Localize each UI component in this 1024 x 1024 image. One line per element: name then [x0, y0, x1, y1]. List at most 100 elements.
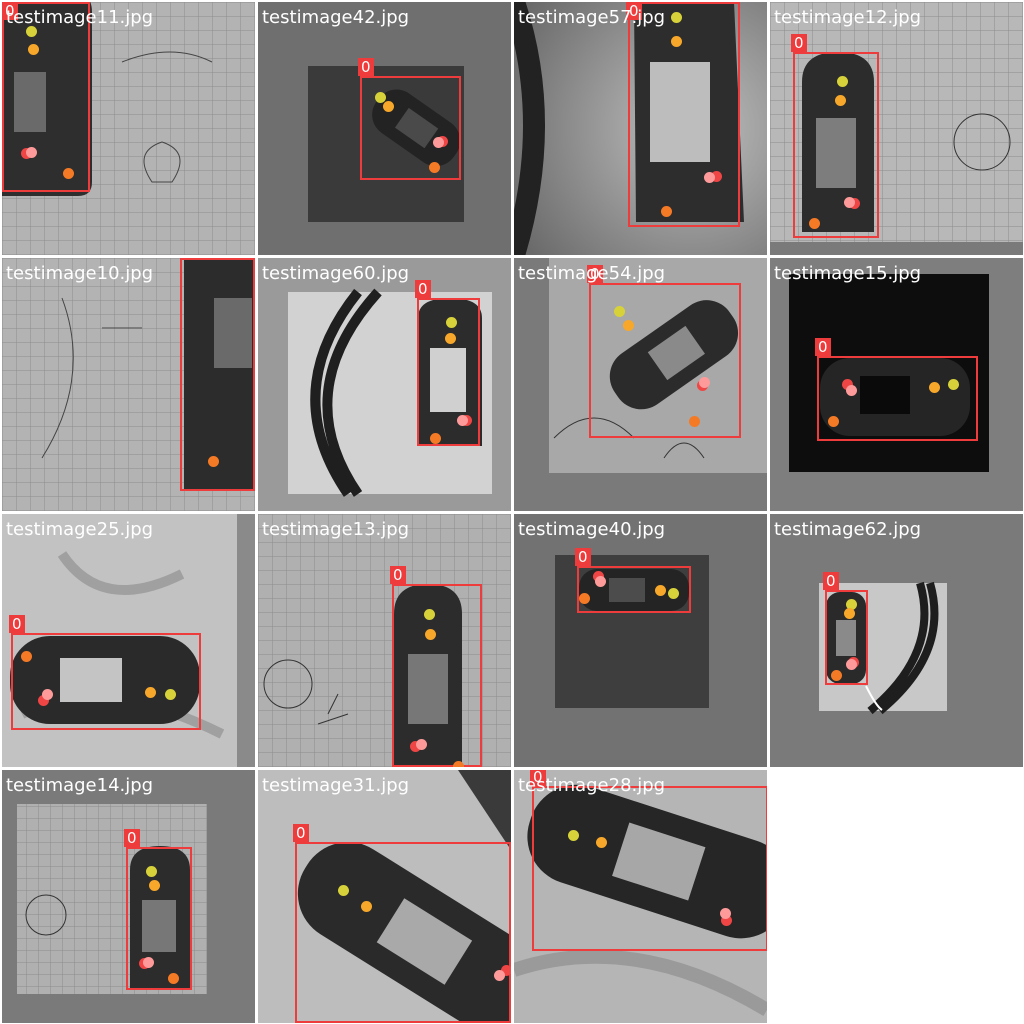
keypoint [844, 608, 855, 619]
class-label: 0 [415, 280, 431, 298]
class-label: 0 [626, 2, 642, 20]
keypoint [623, 320, 634, 331]
dark-cover-photo [770, 258, 1023, 511]
class-label: 0 [9, 615, 25, 633]
keypoint [145, 687, 156, 698]
keypoint [425, 629, 436, 640]
keypoint [28, 44, 39, 55]
keypoint [26, 147, 37, 158]
image-tile[interactable]: 0 testimage31.jpg [258, 770, 511, 1023]
keypoint [26, 26, 37, 37]
keypoint [711, 171, 722, 182]
keypoint [501, 965, 511, 976]
keypoint [671, 36, 682, 47]
keypoint [929, 382, 940, 393]
keypoint [494, 970, 505, 981]
keypoint [445, 333, 456, 344]
image-tile[interactable]: 0 testimage15.jpg [770, 258, 1023, 511]
image-tile[interactable]: 0 testimage12.jpg [770, 2, 1023, 255]
keypoint [699, 377, 710, 388]
class-label: 0 [358, 58, 374, 76]
bounding-box [589, 283, 741, 438]
bounding-box [825, 590, 868, 685]
image-tile[interactable]: 0 testimage40.jpg [514, 514, 767, 767]
keypoint [63, 168, 74, 179]
keypoint [430, 433, 441, 444]
bounding-box [628, 2, 740, 227]
keypoint [429, 162, 440, 173]
keypoint [446, 317, 457, 328]
keypoint [568, 830, 579, 841]
keypoint [828, 416, 839, 427]
class-label: 0 [293, 824, 309, 842]
keypoint [168, 973, 179, 984]
bounding-box [417, 298, 480, 446]
image-tile[interactable]: 0 testimage57.jpg [514, 2, 767, 255]
keypoint [842, 379, 853, 390]
keypoint [689, 416, 700, 427]
keypoint [595, 576, 606, 587]
bounding-box [295, 842, 511, 1023]
cable-photo [770, 514, 1023, 767]
image-tile[interactable]: 0 testimage13.jpg [258, 514, 511, 767]
fabric-photo [514, 770, 767, 1023]
bounding-box [11, 633, 201, 730]
keypoint [453, 761, 464, 767]
class-label: 0 [587, 265, 603, 283]
keypoint [846, 659, 857, 670]
keypoint [208, 456, 219, 467]
image-tile[interactable]: 0 testimage60.jpg [258, 258, 511, 511]
cable-photo [258, 258, 511, 511]
keypoint [668, 588, 679, 599]
class-label: 0 [823, 572, 839, 590]
keypoint [655, 585, 666, 596]
bounding-box [2, 2, 90, 192]
keypoint [579, 593, 590, 604]
image-tile[interactable]: 0 testimage11.jpg [2, 2, 255, 255]
image-tile[interactable]: 0 testimage62.jpg [770, 514, 1023, 767]
class-label: 0 [124, 829, 140, 847]
keypoint [338, 885, 349, 896]
bounding-box [392, 584, 482, 767]
bounding-box [532, 786, 767, 951]
keypoint [837, 76, 848, 87]
keypoint [165, 689, 176, 700]
class-label: 0 [530, 770, 546, 786]
dark-board-photo [514, 514, 767, 767]
class-label: 0 [791, 34, 807, 52]
keypoint [720, 908, 731, 919]
class-label: 0 [2, 2, 18, 20]
image-tile[interactable]: 0 testimage14.jpg [2, 770, 255, 1023]
fabric-photo [258, 770, 511, 1023]
bounding-box [180, 258, 255, 491]
bounding-box [360, 76, 461, 180]
keypoint [21, 651, 32, 662]
keypoint [948, 379, 959, 390]
keypoint [38, 695, 49, 706]
grid-paper-photo [258, 514, 511, 767]
image-tile[interactable]: 0 testimage28.jpg [514, 770, 767, 1023]
keypoint [846, 385, 857, 396]
bounding-box [126, 847, 192, 990]
class-label: 0 [575, 548, 591, 566]
class-label: 0 [390, 566, 406, 584]
image-tile[interactable]: 0 testimage54.jpg [514, 258, 767, 511]
keypoint [42, 689, 53, 700]
grid-paper-photo [770, 2, 1023, 255]
fabric-photo [2, 514, 255, 767]
class-label: 0 [815, 338, 831, 356]
keypoint [143, 957, 154, 968]
grid-paper-photo [2, 2, 255, 255]
image-tile[interactable]: 0 testimage25.jpg [2, 514, 255, 767]
grid-paper-photo [2, 258, 255, 511]
keypoint [596, 837, 607, 848]
keypoint [614, 306, 625, 317]
bounding-box [793, 52, 879, 238]
keypoint [457, 415, 468, 426]
image-tile[interactable]: 0 testimage42.jpg [258, 2, 511, 255]
keypoint [661, 206, 672, 217]
keypoint [149, 880, 160, 891]
image-tile[interactable]: 0 testimage10.jpg [2, 258, 255, 511]
keypoint [375, 92, 386, 103]
